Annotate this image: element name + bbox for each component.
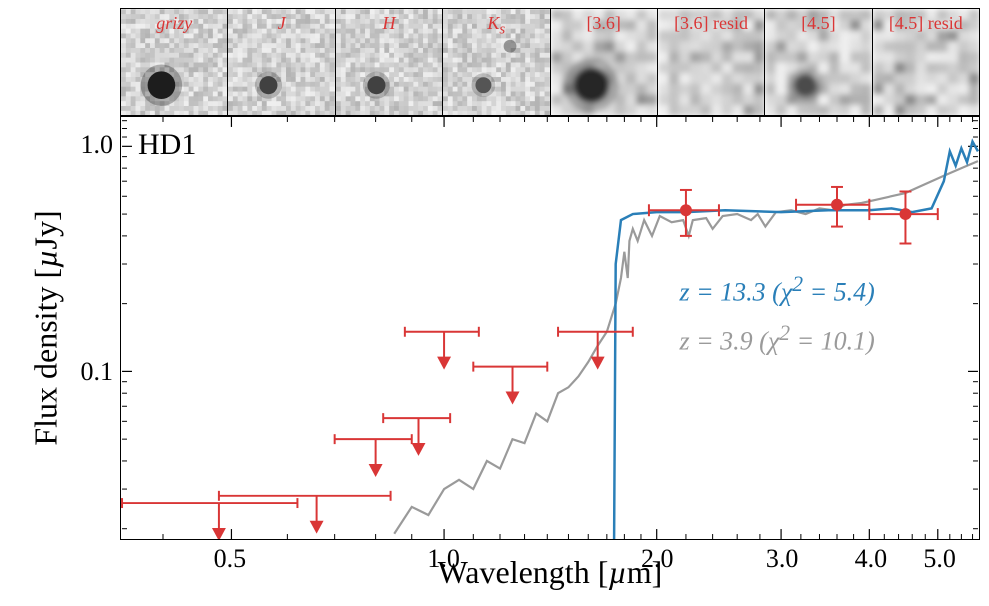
y-axis-label: Flux density [µJy] [28, 210, 65, 445]
x-tick-label: 0.5 [214, 544, 247, 574]
x-tick-label: 4.0 [855, 544, 888, 574]
thumbnail-strip: grizy J H Ks [3.6] [3.6] resid [4.5] [4.… [120, 8, 980, 116]
thumb-grizy: grizy [121, 9, 228, 115]
x-tick-label: 3.0 [766, 544, 799, 574]
x-tick-label: 2.0 [641, 544, 674, 574]
x-tick-label: 1.0 [427, 544, 460, 574]
panel-title: HD1 [138, 128, 196, 162]
thumb-label: H [336, 13, 442, 34]
thumb-ks: Ks [443, 9, 550, 115]
fit-label-gray: z = 3.9 (χ2 = 10.1) [679, 321, 874, 357]
thumb-label: Ks [443, 13, 549, 39]
thumb-label: [3.6] resid [658, 13, 764, 34]
y-tick-label: 0.1 [81, 357, 114, 387]
thumb-4p5-resid: [4.5] resid [873, 9, 979, 115]
thumb-3p6: [3.6] [551, 9, 658, 115]
thumb-j: J [228, 9, 335, 115]
thumb-4p5: [4.5] [765, 9, 872, 115]
thumb-h: H [336, 9, 443, 115]
thumb-label: [4.5] resid [873, 13, 979, 34]
thumb-label: grizy [121, 13, 227, 34]
y-tick-label: 1.0 [81, 130, 114, 160]
thumb-label: J [228, 13, 334, 34]
x-tick-label: 5.0 [923, 544, 956, 574]
thumb-label: [3.6] [551, 13, 657, 34]
thumb-label: [4.5] [765, 13, 871, 34]
thumb-3p6-resid: [3.6] resid [658, 9, 765, 115]
x-axis-label: Wavelength [µm] [120, 554, 980, 591]
fit-label-blue: z = 13.3 (χ2 = 5.4) [679, 272, 874, 308]
